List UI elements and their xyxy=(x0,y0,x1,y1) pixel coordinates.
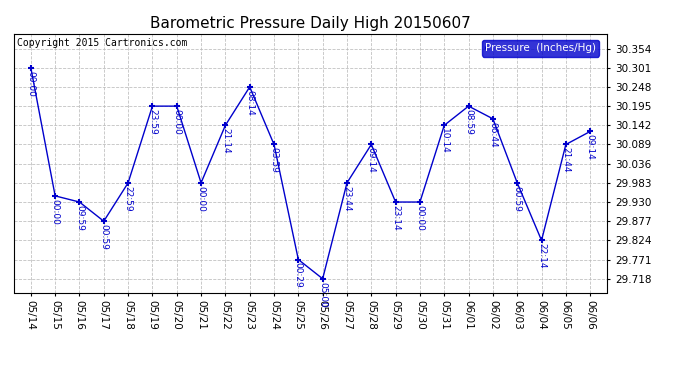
Text: 08:59: 08:59 xyxy=(464,109,473,135)
Text: 22:14: 22:14 xyxy=(537,243,546,268)
Text: 23:59: 23:59 xyxy=(148,109,157,135)
Text: 00:59: 00:59 xyxy=(99,224,108,250)
Text: 06:44: 06:44 xyxy=(489,122,497,147)
Text: 10:14: 10:14 xyxy=(440,128,449,154)
Text: 00:00: 00:00 xyxy=(26,70,35,96)
Text: 23:44: 23:44 xyxy=(342,186,351,211)
Title: Barometric Pressure Daily High 20150607: Barometric Pressure Daily High 20150607 xyxy=(150,16,471,31)
Text: 09:14: 09:14 xyxy=(586,134,595,160)
Text: 08:14: 08:14 xyxy=(245,90,254,116)
Text: 00:00: 00:00 xyxy=(172,109,181,135)
Text: 03:59: 03:59 xyxy=(270,147,279,173)
Text: 21:44: 21:44 xyxy=(562,147,571,173)
Text: 22:59: 22:59 xyxy=(124,186,132,211)
Legend: Pressure  (Inches/Hg): Pressure (Inches/Hg) xyxy=(482,40,599,57)
Text: 09:14: 09:14 xyxy=(367,147,376,173)
Text: 00:00: 00:00 xyxy=(50,199,59,225)
Text: Copyright 2015 Cartronics.com: Copyright 2015 Cartronics.com xyxy=(17,38,187,48)
Text: 05:00: 05:00 xyxy=(318,282,327,308)
Text: 09:59: 09:59 xyxy=(75,205,84,231)
Text: 00:00: 00:00 xyxy=(415,205,424,231)
Text: 21:14: 21:14 xyxy=(221,128,230,154)
Text: 00:59: 00:59 xyxy=(513,186,522,211)
Text: 23:14: 23:14 xyxy=(391,205,400,230)
Text: 00:00: 00:00 xyxy=(197,186,206,211)
Text: 00:29: 00:29 xyxy=(294,262,303,288)
